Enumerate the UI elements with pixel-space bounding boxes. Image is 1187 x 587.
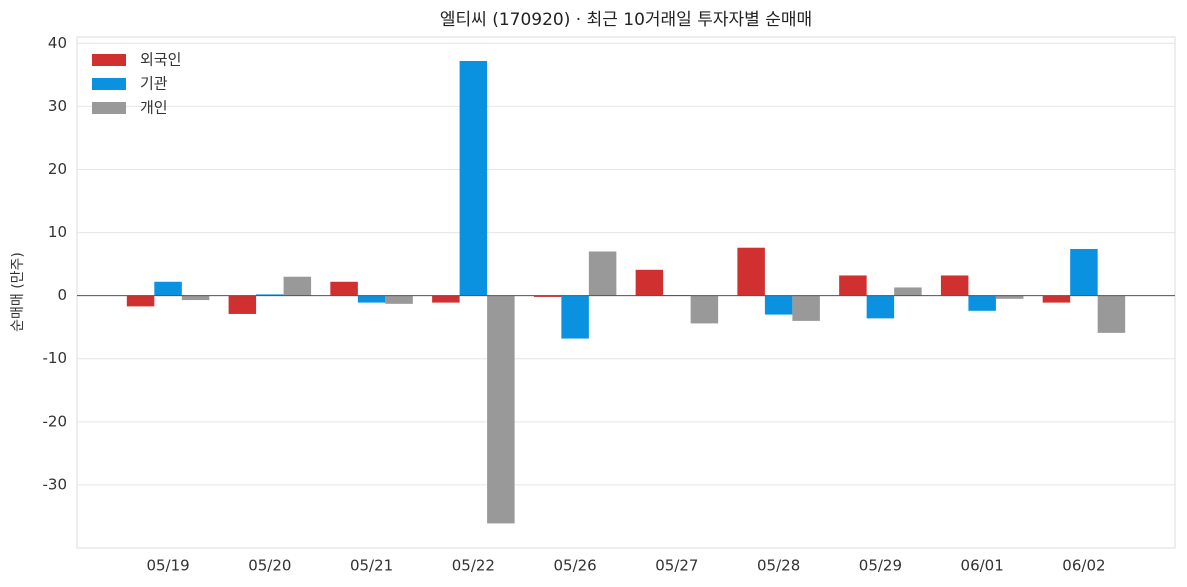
bar xyxy=(283,276,312,296)
bar xyxy=(459,60,488,296)
bar xyxy=(1097,295,1126,333)
bar xyxy=(940,275,969,296)
y-tick-label: -20 xyxy=(43,412,68,430)
bar xyxy=(737,247,765,296)
bar xyxy=(487,295,515,524)
y-tick-label: 0 xyxy=(57,286,67,304)
x-tick-label: 05/29 xyxy=(859,557,902,575)
bar xyxy=(1070,248,1098,296)
y-tick-label: 20 xyxy=(48,160,67,178)
legend-swatch xyxy=(92,102,126,114)
y-tick-label: -30 xyxy=(43,475,68,493)
legend-label: 외국인 xyxy=(140,51,181,69)
x-tick-label: 05/20 xyxy=(248,557,291,575)
x-tick-label: 06/02 xyxy=(1062,557,1105,575)
x-tick-label: 05/26 xyxy=(554,557,597,575)
bar xyxy=(385,295,413,304)
x-tick-label: 06/01 xyxy=(961,557,1004,575)
bar xyxy=(635,269,664,296)
bar xyxy=(1042,295,1071,303)
bar xyxy=(995,295,1024,299)
x-tick-label: 05/28 xyxy=(757,557,800,575)
bar xyxy=(126,295,155,307)
y-tick-label: 30 xyxy=(48,97,67,115)
y-tick-label: 40 xyxy=(48,34,67,52)
bar xyxy=(894,287,922,296)
legend-swatch xyxy=(92,54,126,66)
bar xyxy=(154,281,182,296)
legend-label: 개인 xyxy=(140,99,168,117)
y-tick-label: 10 xyxy=(48,223,67,241)
bar xyxy=(357,295,386,303)
bar xyxy=(588,251,617,296)
bar xyxy=(181,295,210,301)
legend-label: 기관 xyxy=(140,75,168,93)
x-tick-label: 05/21 xyxy=(350,557,393,575)
x-tick-label: 05/27 xyxy=(655,557,698,575)
bar xyxy=(866,295,895,319)
x-tick-label: 05/22 xyxy=(452,557,495,575)
bar xyxy=(533,295,562,297)
bar xyxy=(968,295,996,311)
plot-frame xyxy=(76,36,1176,549)
bar xyxy=(330,281,358,296)
bar xyxy=(764,295,793,315)
bar xyxy=(690,295,719,324)
bar xyxy=(839,275,867,296)
bar xyxy=(228,295,257,314)
legend-swatch xyxy=(92,78,126,90)
bar xyxy=(561,295,589,339)
y-tick-label: -10 xyxy=(43,349,68,367)
bar xyxy=(432,295,460,303)
x-tick-label: 05/19 xyxy=(146,557,189,575)
bar xyxy=(792,295,820,321)
chart-title: 엘티씨 (170920) · 최근 10거래일 투자자별 순매매 xyxy=(440,10,812,30)
bar xyxy=(256,294,284,296)
y-axis-label: 순매매 (만주) xyxy=(10,252,26,332)
